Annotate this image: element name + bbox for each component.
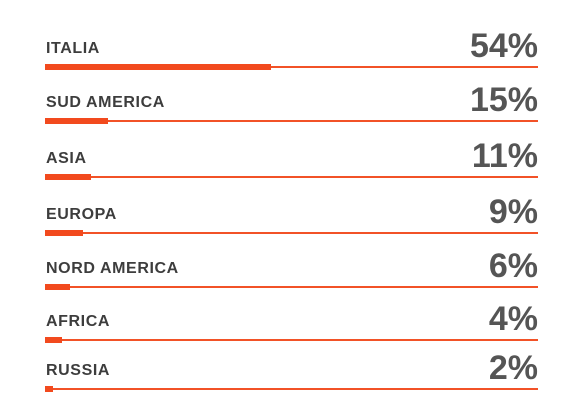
horizontal-bar-chart: ITALIA 54% SUD AMERICA 15% ASIA 11% EUROPA 9% NO…	[45, 18, 538, 392]
category-label: ITALIA	[46, 40, 100, 57]
bar-row-sud-america: SUD AMERICA 15%	[45, 72, 538, 124]
bar-fill	[45, 64, 271, 70]
bar-track	[45, 284, 538, 290]
bar-track	[45, 118, 538, 124]
value-label: 6%	[488, 247, 538, 285]
bar-row-asia: ASIA 11%	[45, 128, 538, 180]
value-label: 54%	[469, 27, 538, 65]
category-label: EUROPA	[46, 206, 117, 223]
bar-fill	[45, 386, 53, 392]
bar-track	[45, 386, 538, 392]
bar-track	[45, 230, 538, 236]
bar-fill	[45, 284, 70, 290]
bar-row-italia: ITALIA 54%	[45, 18, 538, 70]
bar-track	[45, 64, 538, 70]
bar-row-nord-america: NORD AMERICA 6%	[45, 238, 538, 290]
category-label: ASIA	[46, 150, 87, 167]
value-label: 15%	[469, 81, 538, 119]
bar-fill	[45, 337, 62, 343]
value-label: 11%	[471, 137, 538, 175]
value-label: 4%	[488, 300, 538, 338]
category-label: AFRICA	[46, 313, 111, 330]
bar-fill	[45, 118, 108, 124]
category-label: RUSSIA	[46, 362, 111, 379]
value-label: 2%	[488, 349, 538, 387]
category-label: NORD AMERICA	[46, 260, 179, 277]
bar-row-russia: RUSSIA 2%	[45, 340, 538, 392]
category-label: SUD AMERICA	[46, 94, 165, 111]
bar-track	[45, 174, 538, 180]
bar-track	[45, 337, 538, 343]
value-label: 9%	[488, 193, 538, 231]
bar-row-africa: AFRICA 4%	[45, 291, 538, 343]
bar-row-europa: EUROPA 9%	[45, 184, 538, 236]
bar-fill	[45, 174, 91, 180]
bar-fill	[45, 230, 83, 236]
